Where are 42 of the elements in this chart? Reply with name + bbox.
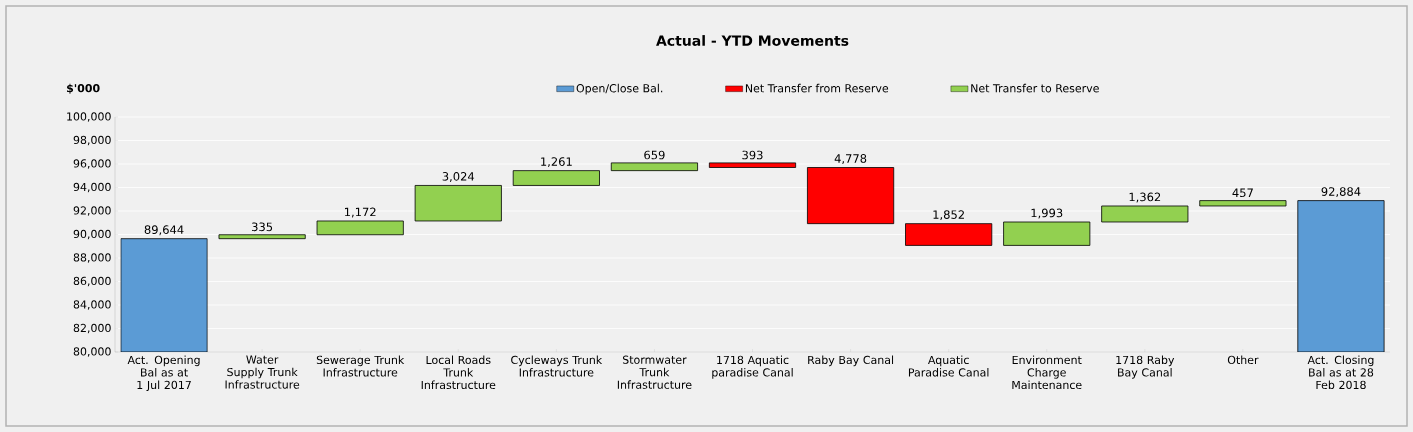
x-tick-label: Other [1227,355,1259,365]
y-tick-label: 100,000 [67,112,111,122]
y-tick-label: 80,000 [73,347,111,357]
x-tick-label: Aquatic Paradise Canal [908,355,989,377]
x-tick-label: Act. Closing Bal as at 28 Feb 2018 [1307,355,1374,390]
x-tick-label: Environment Charge Maintenance [1012,355,1082,390]
chart-title: Actual - YTD Movements [656,35,849,46]
x-tick-label: Sewerage Trunk Infrastructure [316,355,405,377]
y-axis-title: $'000 [67,83,100,94]
y-tick-label: 98,000 [73,135,111,146]
data-label: 92,884 [1321,187,1361,198]
legend-label: Net Transfer from Reserve [745,83,889,93]
y-tick-label: 92,000 [73,206,111,216]
data-label: 335 [252,222,273,232]
y-tick-label: 82,000 [73,323,111,334]
legend-label: Open/Close Bal. [576,83,663,95]
x-tick-label: 1718 Aquatic paradise Canal [712,355,793,379]
y-tick-label: 88,000 [73,253,111,263]
data-label: 1,362 [1129,192,1161,203]
y-tick-label: 86,000 [73,276,111,287]
x-tick-label: Cycleways Trunk Infrastructure [511,355,603,377]
x-tick-label: Local Roads Trunk Infrastructure [421,355,496,390]
y-tick-label: 94,000 [73,182,111,193]
data-label: 1,172 [345,207,376,218]
data-label: 457 [1232,188,1253,198]
data-label: 393 [742,150,763,160]
x-tick-label: Raby Bay Canal [808,355,894,367]
data-label: 89,644 [144,225,184,236]
data-label: 1,261 [541,157,572,168]
x-tick-label: Stormwater Trunk Infrastructure [617,355,692,389]
data-label: 1,852 [933,210,964,221]
x-tick-label: 1718 Raby Bay Canal [1116,355,1175,379]
data-label: 3,024 [442,172,475,182]
y-tick-label: 90,000 [73,229,111,240]
data-label: 659 [644,150,665,160]
y-tick-label: 84,000 [73,300,111,310]
data-label: 4,778 [834,154,867,164]
legend-label: Net Transfer to Reserve [971,83,1099,93]
x-tick-label: Water Supply Trunk Infrastructure [225,355,300,389]
data-label: 1,993 [1031,208,1063,219]
x-tick-label: Act. Opening Bal as at 1 Jul 2017 [127,355,200,392]
y-tick-label: 96,000 [73,159,111,169]
